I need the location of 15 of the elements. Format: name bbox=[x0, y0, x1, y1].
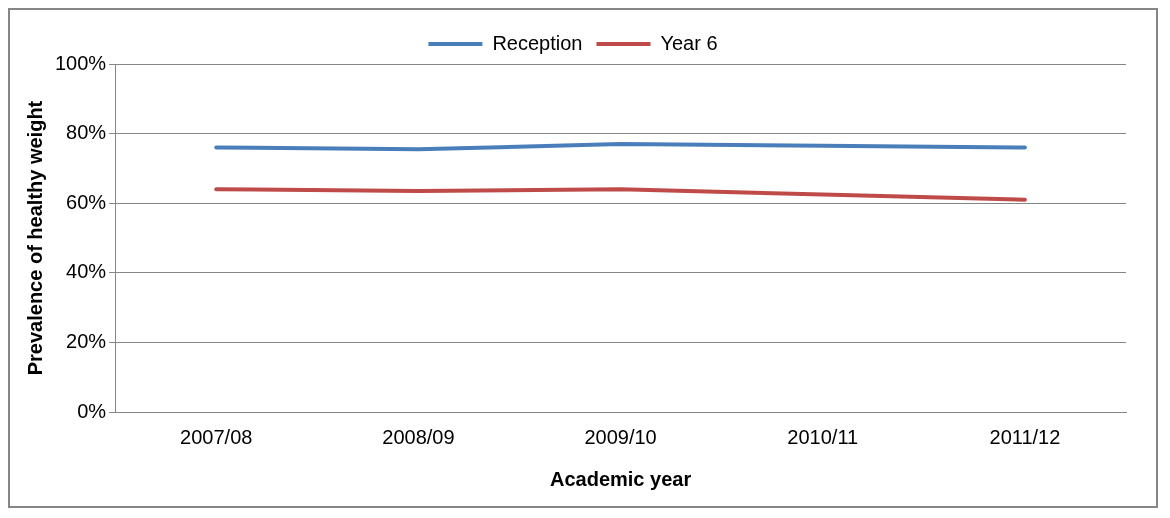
x-tick-label: 2009/10 bbox=[584, 425, 657, 448]
x-tick-label: 2010/11 bbox=[787, 425, 859, 448]
x-tick-label: 2011/12 bbox=[989, 425, 1061, 448]
legend-label: Year 6 bbox=[660, 31, 718, 54]
y-tick-label: 60% bbox=[66, 190, 107, 213]
y-tick-label: 100% bbox=[55, 51, 107, 74]
legend-label: Reception bbox=[492, 31, 583, 54]
x-axis-title: Academic year bbox=[549, 467, 692, 490]
x-tick-label: 2007/08 bbox=[180, 425, 253, 448]
y-axis-title: Prevalence of healthy weight bbox=[23, 100, 46, 376]
y-tick-label: 80% bbox=[66, 121, 107, 144]
y-tick-label: 0% bbox=[77, 399, 107, 422]
x-tick-label: 2008/09 bbox=[382, 425, 455, 448]
y-tick-label: 40% bbox=[66, 260, 107, 283]
y-tick-label: 20% bbox=[66, 329, 107, 352]
